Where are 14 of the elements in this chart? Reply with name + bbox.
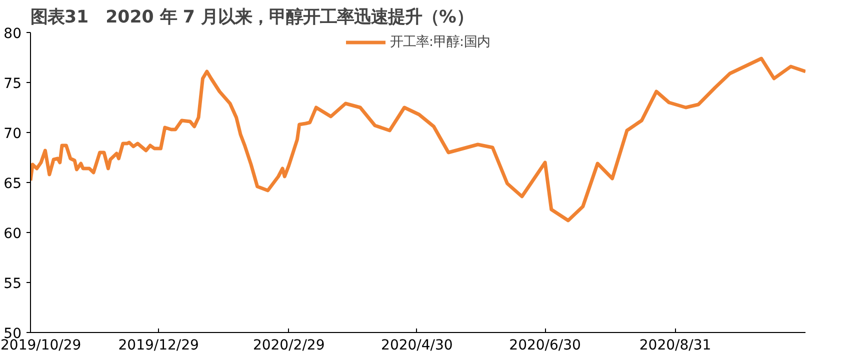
x-tick-label: 2020/2/29 [252,338,325,354]
y-tick-label: 55 [4,276,22,292]
x-tick-label: 2020/6/30 [509,338,581,354]
x-tick-label: 2019/12/29 [118,338,199,354]
y-tick-label: 80 [4,26,22,42]
legend-label: 开工率:甲醇:国内 [390,34,490,51]
y-tick-label: 65 [4,176,22,192]
chart-title: 图表31 2020 年 7 月以来，甲醇开工率迅速提升（%） [30,8,474,28]
y-tick-label: 60 [4,226,22,242]
y-tick-label: 75 [4,76,22,92]
x-tick-label: 2020/4/30 [381,338,453,354]
y-tick-label: 70 [4,126,22,142]
x-tick-label: 2020/8/31 [639,338,712,354]
line-series [30,56,806,222]
